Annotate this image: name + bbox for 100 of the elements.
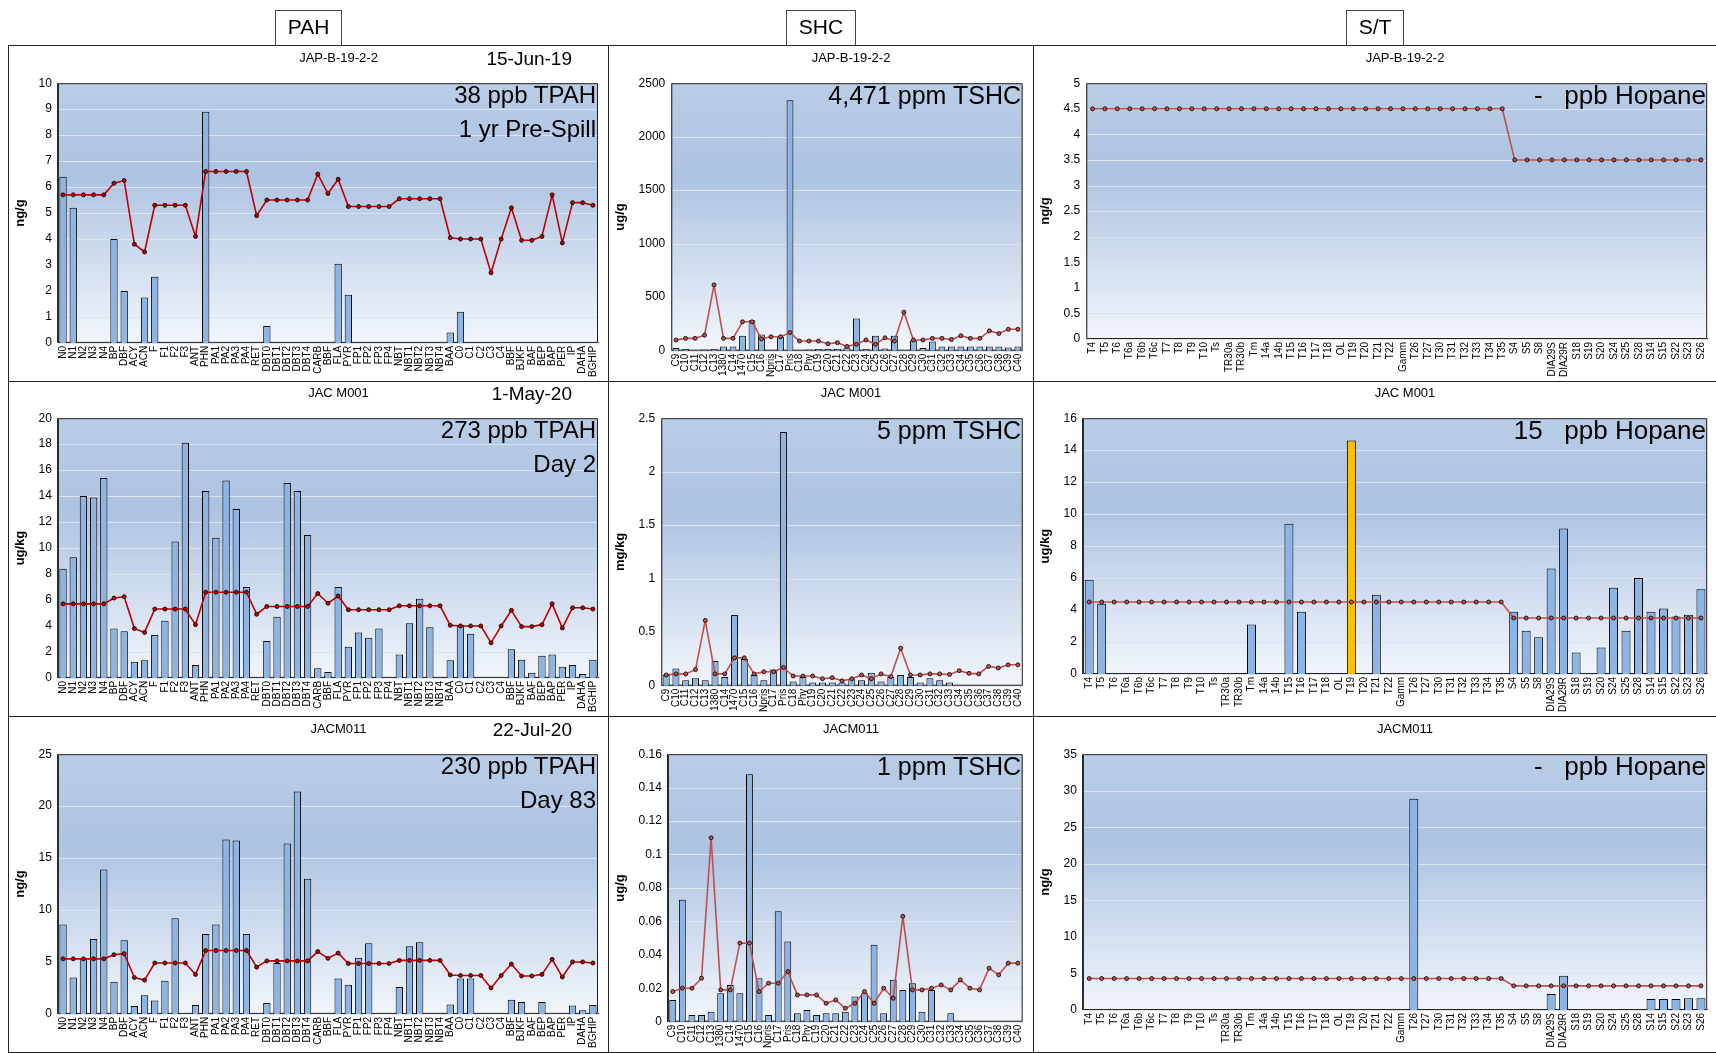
x-tick-label: T22 bbox=[1384, 341, 1396, 360]
x-tick-label: T5 bbox=[1095, 676, 1107, 689]
x-tick-label: Tm bbox=[1245, 1012, 1257, 1028]
x-tick-label: C3 bbox=[484, 680, 496, 694]
x-tick-label: S5 bbox=[1519, 1012, 1531, 1026]
x-tick-label: C26 bbox=[878, 353, 890, 373]
x-tick-label: NBT3 bbox=[423, 680, 435, 707]
x-tick-label: C22 bbox=[840, 353, 852, 373]
x-tick-label: S25 bbox=[1620, 341, 1632, 360]
y-tick-label: 5 bbox=[45, 954, 53, 969]
x-tick-label: 1380 bbox=[714, 1024, 726, 1047]
x-tick-label: F1 bbox=[158, 1016, 170, 1029]
x-tick-label: IP bbox=[566, 345, 578, 356]
chart-title: JAP-B-19-2-2 bbox=[1365, 50, 1445, 65]
x-tick-label: T9 bbox=[1185, 341, 1197, 354]
y-tick-label: 5 bbox=[1070, 965, 1078, 980]
y-tick-label: 8 bbox=[1070, 538, 1078, 553]
x-tick-label: T20 bbox=[1357, 1012, 1369, 1031]
x-tick-label: ANT bbox=[189, 345, 201, 366]
x-tick-label: NBT3 bbox=[423, 1016, 435, 1043]
x-tick-label: 1470 bbox=[728, 688, 740, 711]
x-tick-label: C15 bbox=[738, 688, 750, 708]
y-tick-label: 7 bbox=[45, 153, 53, 168]
x-tick-label: PHN bbox=[199, 680, 211, 703]
y-tick-label: 2 bbox=[45, 644, 53, 659]
x-tick-label: T7 bbox=[1157, 676, 1169, 689]
x-tick-label: DIA29R bbox=[1558, 341, 1570, 377]
x-tick-label: N4 bbox=[97, 1016, 109, 1030]
x-tick-label: T6b bbox=[1132, 676, 1144, 695]
x-tick-label: IP bbox=[566, 1016, 578, 1027]
y-tick-label: 15 bbox=[1063, 892, 1078, 907]
y-tick-label: 15 bbox=[38, 850, 53, 865]
x-tick-label: BBF bbox=[321, 680, 333, 701]
x-tick-label: S22 bbox=[1669, 1012, 1681, 1031]
x-tick-label: C26 bbox=[877, 1024, 889, 1044]
x-tick-label: T6c bbox=[1145, 1012, 1157, 1030]
x-tick-label: F3 bbox=[179, 1016, 191, 1029]
x-tick-label: T15 bbox=[1282, 1012, 1294, 1031]
x-tick-label: PA3 bbox=[230, 1016, 242, 1036]
x-tick-label: C15 bbox=[743, 1024, 755, 1044]
x-tick-label: T33 bbox=[1471, 341, 1483, 360]
x-tick-label: C4 bbox=[494, 1016, 506, 1030]
x-tick-label: DAHA bbox=[576, 680, 588, 709]
chart-title: JAC M001 bbox=[1374, 385, 1436, 400]
x-tick-label: DBF bbox=[117, 680, 129, 701]
x-tick-label: NBT2 bbox=[413, 680, 425, 707]
y-tick-label: 0.06 bbox=[638, 913, 663, 928]
x-tick-label: C22 bbox=[835, 688, 847, 708]
y-tick-label: 2 bbox=[45, 283, 53, 298]
x-tick-label: PA2 bbox=[219, 680, 231, 700]
x-tick-label: C32 bbox=[934, 1024, 946, 1044]
x-tick-label: PA4 bbox=[240, 680, 252, 700]
x-tick-label: C30 bbox=[916, 353, 928, 373]
x-tick-label: C34 bbox=[954, 1024, 966, 1044]
x-tick-label: T5 bbox=[1095, 1012, 1107, 1025]
x-tick-label: C36 bbox=[973, 353, 985, 373]
y-tick-label: 12 bbox=[1063, 474, 1078, 489]
annotation: 15 ppb Hopane bbox=[1513, 414, 1706, 447]
x-tick-label: C16 bbox=[752, 1024, 764, 1044]
x-tick-label: S24 bbox=[1607, 676, 1619, 695]
x-tick-label: FP1 bbox=[352, 1016, 364, 1036]
x-tick-label: T6b bbox=[1132, 1012, 1144, 1031]
x-tick-label: N0 bbox=[56, 345, 68, 359]
x-tick-label: F2 bbox=[168, 1016, 180, 1029]
x-tick-label: S20 bbox=[1594, 676, 1606, 695]
x-tick-label: Tm bbox=[1245, 676, 1257, 692]
x-tick-label: F2 bbox=[168, 680, 180, 693]
x-tick-label: BBF bbox=[321, 345, 333, 366]
x-tick-label: T7 bbox=[1160, 341, 1172, 354]
y-tick-label: 0 bbox=[1070, 1002, 1078, 1017]
x-tick-label: N2 bbox=[77, 345, 89, 359]
y-tick-label: 0.08 bbox=[638, 880, 663, 895]
y-tick-label: 4 bbox=[1073, 126, 1081, 141]
x-tick-label: DAHA bbox=[576, 1016, 588, 1045]
x-tick-label: DBT4 bbox=[301, 680, 313, 707]
x-tick-label: PA2 bbox=[219, 345, 231, 365]
x-tick-label: F2 bbox=[168, 345, 180, 358]
x-tick-label: C24 bbox=[855, 688, 867, 708]
y-tick-label: 5 bbox=[45, 205, 53, 220]
x-tick-label: C37 bbox=[983, 353, 995, 373]
x-tick-label: NBT1 bbox=[403, 1016, 415, 1043]
y-tick-label: 0.04 bbox=[638, 947, 663, 962]
x-tick-label: S23 bbox=[1682, 1012, 1694, 1031]
x-tick-label: C27 bbox=[884, 688, 896, 708]
x-tick-label: S14 bbox=[1645, 341, 1657, 360]
x-tick-label: T32 bbox=[1458, 341, 1470, 360]
x-tick-label: T19 bbox=[1345, 676, 1357, 695]
x-tick-label: DBT2 bbox=[280, 345, 292, 372]
chart-title: JACM011 bbox=[822, 721, 880, 736]
x-tick-label: T10 bbox=[1195, 1012, 1207, 1031]
x-tick-label: 14b bbox=[1270, 676, 1282, 694]
x-tick-label: C30 bbox=[913, 688, 925, 708]
x-tick-label: F1 bbox=[158, 345, 170, 358]
x-tick-label: ACY bbox=[128, 1016, 140, 1038]
x-tick-label: T17 bbox=[1307, 1012, 1319, 1031]
x-tick-label: C33 bbox=[945, 353, 957, 373]
y-tick-label: 0 bbox=[658, 342, 666, 357]
x-tick-label: C12 bbox=[698, 353, 710, 373]
x-tick-label: FLA bbox=[331, 1016, 343, 1036]
x-tick-label: T8 bbox=[1170, 1012, 1182, 1025]
